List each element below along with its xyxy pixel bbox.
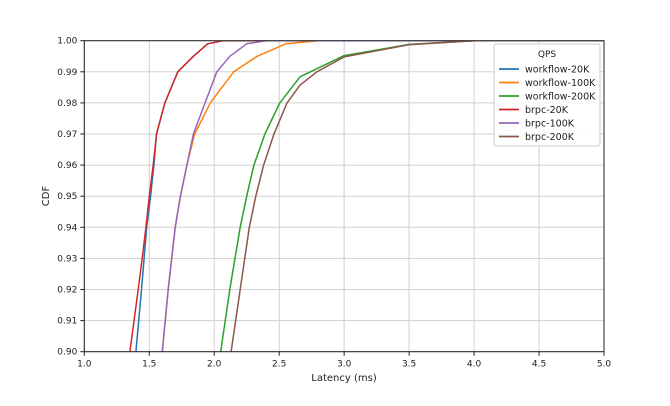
y-tick-label: 0.97 xyxy=(57,130,77,140)
y-axis-label: CDF xyxy=(41,186,52,207)
legend: QPS workflow-20K workflow-100K workflow-20… xyxy=(493,43,601,147)
y-tick-label: 1.00 xyxy=(57,37,77,47)
x-tick-label: 1.5 xyxy=(142,360,156,370)
x-tick-label: 1.0 xyxy=(77,360,92,370)
legend-entry: brpc-100K xyxy=(525,119,575,130)
x-tick-label: 5.0 xyxy=(597,360,612,370)
y-tick-label: 0.99 xyxy=(57,68,77,78)
y-tick-label: 0.90 xyxy=(57,348,77,358)
series-line-brpc-100K xyxy=(161,40,604,352)
x-tick-label: 3.0 xyxy=(337,360,352,370)
legend-entry: brpc-200K xyxy=(525,132,575,143)
legend-title: QPS xyxy=(538,50,557,60)
y-tick-label: 0.94 xyxy=(57,223,77,233)
x-axis: 1.0 1.5 2.0 2.5 3.0 3.5 4.0 4.5 5.0 xyxy=(77,351,612,370)
y-axis: 0.90 0.91 0.92 0.93 0.94 0.95 0.96 0.97 0.98 0.99… xyxy=(57,37,85,358)
y-tick-label: 0.93 xyxy=(57,254,77,264)
x-tick-label: 4.0 xyxy=(467,360,482,370)
legend-entry: brpc-20K xyxy=(525,105,569,116)
y-tick-label: 0.95 xyxy=(57,192,77,202)
y-tick-label: 0.96 xyxy=(57,161,77,171)
y-tick-label: 0.98 xyxy=(57,99,77,109)
series-line-brpc-200K xyxy=(230,40,604,352)
legend-entry: workflow-100K xyxy=(525,78,596,89)
x-tick-label: 2.0 xyxy=(207,360,222,370)
x-tick-label: 4.5 xyxy=(532,360,546,370)
series-line-brpc-20K xyxy=(129,40,604,352)
series-lines xyxy=(129,40,604,352)
y-tick-label: 0.91 xyxy=(57,317,77,327)
x-tick-label: 2.5 xyxy=(272,360,286,370)
legend-box xyxy=(493,43,601,147)
legend-entry: workflow-20K xyxy=(525,65,590,76)
legend-entry: workflow-200K xyxy=(525,92,596,103)
x-axis-label: Latency (ms) xyxy=(311,373,377,384)
grid xyxy=(83,40,605,353)
y-tick-label: 0.92 xyxy=(57,286,77,296)
x-tick-label: 3.5 xyxy=(402,360,416,370)
